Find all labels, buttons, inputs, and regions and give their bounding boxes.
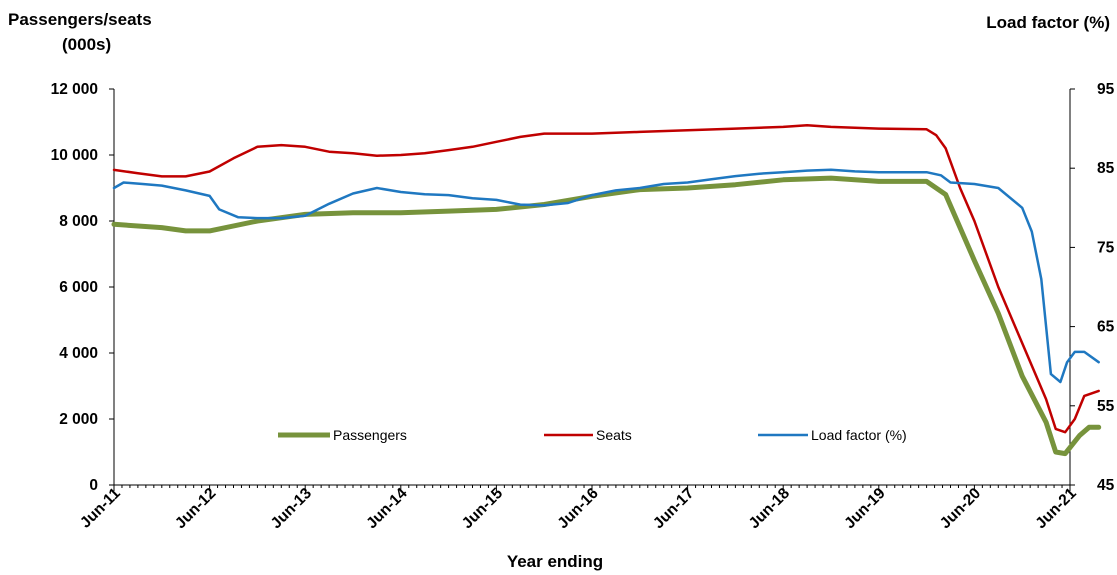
left-y-tick-label: 6 000 bbox=[59, 279, 98, 296]
passengers-line bbox=[111, 175, 1102, 457]
x-tick-label: Jun-11 bbox=[77, 485, 124, 532]
right-y-tick-label: 95 bbox=[1097, 81, 1115, 98]
right-y-tick-label: 65 bbox=[1097, 319, 1115, 336]
legend-label-seats: Seats bbox=[596, 427, 632, 443]
left-axis-title-line2: (000s) bbox=[62, 35, 111, 54]
right-y-tick-label: 75 bbox=[1097, 239, 1115, 256]
seats-line bbox=[112, 124, 1100, 434]
x-tick-label: Jun-17 bbox=[650, 485, 697, 532]
x-tick-label: Jun-12 bbox=[172, 485, 219, 532]
left-y-tick-label: 4 000 bbox=[59, 345, 98, 362]
left-axis-title-line1: Passengers/seats bbox=[8, 10, 152, 29]
right-axis-title: Load factor (%) bbox=[986, 13, 1110, 32]
legend-label-passengers: Passengers bbox=[333, 427, 407, 443]
legend-label-load-factor: Load factor (%) bbox=[811, 427, 907, 443]
x-tick-label: Jun-21 bbox=[1032, 485, 1080, 533]
x-tick-label: Jun-14 bbox=[363, 485, 411, 533]
x-tick-label: Jun-20 bbox=[937, 485, 984, 532]
left-y-tick-label: 12 000 bbox=[51, 81, 98, 98]
left-y-tick-label: 0 bbox=[89, 477, 98, 494]
x-tick-label: Jun-19 bbox=[841, 485, 889, 533]
x-tick-label: Jun-13 bbox=[268, 485, 316, 533]
right-y-tick-label: 55 bbox=[1097, 398, 1115, 415]
x-tick-label: Jun-15 bbox=[459, 485, 507, 533]
left-y-tick-label: 10 000 bbox=[51, 147, 98, 164]
x-tick-label: Jun-16 bbox=[554, 485, 602, 533]
left-y-tick-label: 2 000 bbox=[59, 411, 98, 428]
x-axis-title: Year ending bbox=[507, 552, 603, 571]
left-y-tick-label: 8 000 bbox=[59, 213, 98, 230]
series-layer bbox=[111, 124, 1102, 457]
x-tick-label: Jun-18 bbox=[746, 485, 794, 533]
axis-ticks: 0 2 000 4 000 6 000 8 000 10 000 12 000 45 55 65 7… bbox=[51, 81, 1115, 532]
right-y-tick-label: 85 bbox=[1097, 160, 1115, 177]
legend: Passengers Seats Load factor (%) bbox=[278, 427, 907, 443]
right-y-tick-label: 45 bbox=[1097, 477, 1115, 494]
load-factor-line bbox=[112, 168, 1100, 384]
